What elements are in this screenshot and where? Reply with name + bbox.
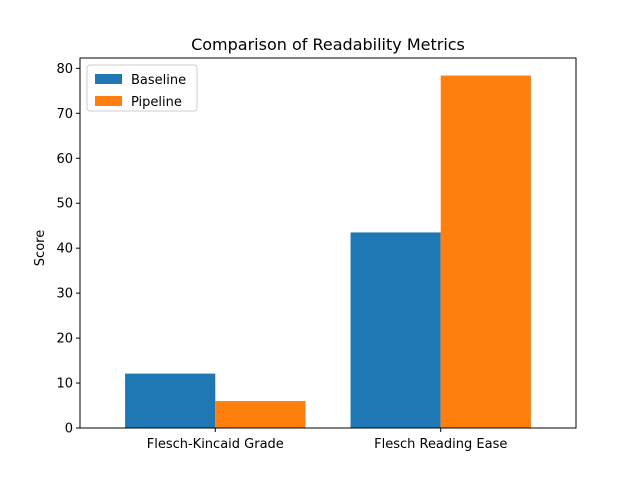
bar-baseline-2 xyxy=(350,232,441,428)
bar-pipeline-1 xyxy=(215,401,306,428)
y-axis-label: Score xyxy=(33,230,48,266)
y-tick-label: 60 xyxy=(56,152,73,167)
bar-pipeline-2 xyxy=(440,75,531,428)
legend-label-baseline: Baseline xyxy=(131,73,186,88)
axes-frame xyxy=(79,57,577,429)
y-tick-label: 80 xyxy=(56,62,73,77)
y-tick-label: 70 xyxy=(56,107,73,122)
legend-swatch-pipeline xyxy=(95,96,122,106)
y-tick-label: 0 xyxy=(65,422,73,437)
legend: Baseline Pipeline xyxy=(86,64,198,112)
plot-area: 0 10 20 30 40 50 60 70 80 Flesch-Kincaid Grade Fle… xyxy=(56,57,577,452)
y-tick-label: 30 xyxy=(56,287,73,302)
x-tick-label: Flesch-Kincaid Grade xyxy=(147,437,284,452)
y-tick-label: 40 xyxy=(56,242,73,257)
legend-swatch-baseline xyxy=(95,74,122,84)
bar-baseline-1 xyxy=(125,373,216,428)
x-tick-label: Flesch Reading Ease xyxy=(374,437,507,452)
y-tick-label: 50 xyxy=(56,197,73,212)
legend-label-pipeline: Pipeline xyxy=(131,95,182,110)
y-tick-label: 10 xyxy=(56,377,73,392)
chart-title: Comparison of Readability Metrics xyxy=(191,35,465,54)
y-tick-label: 20 xyxy=(56,332,73,347)
